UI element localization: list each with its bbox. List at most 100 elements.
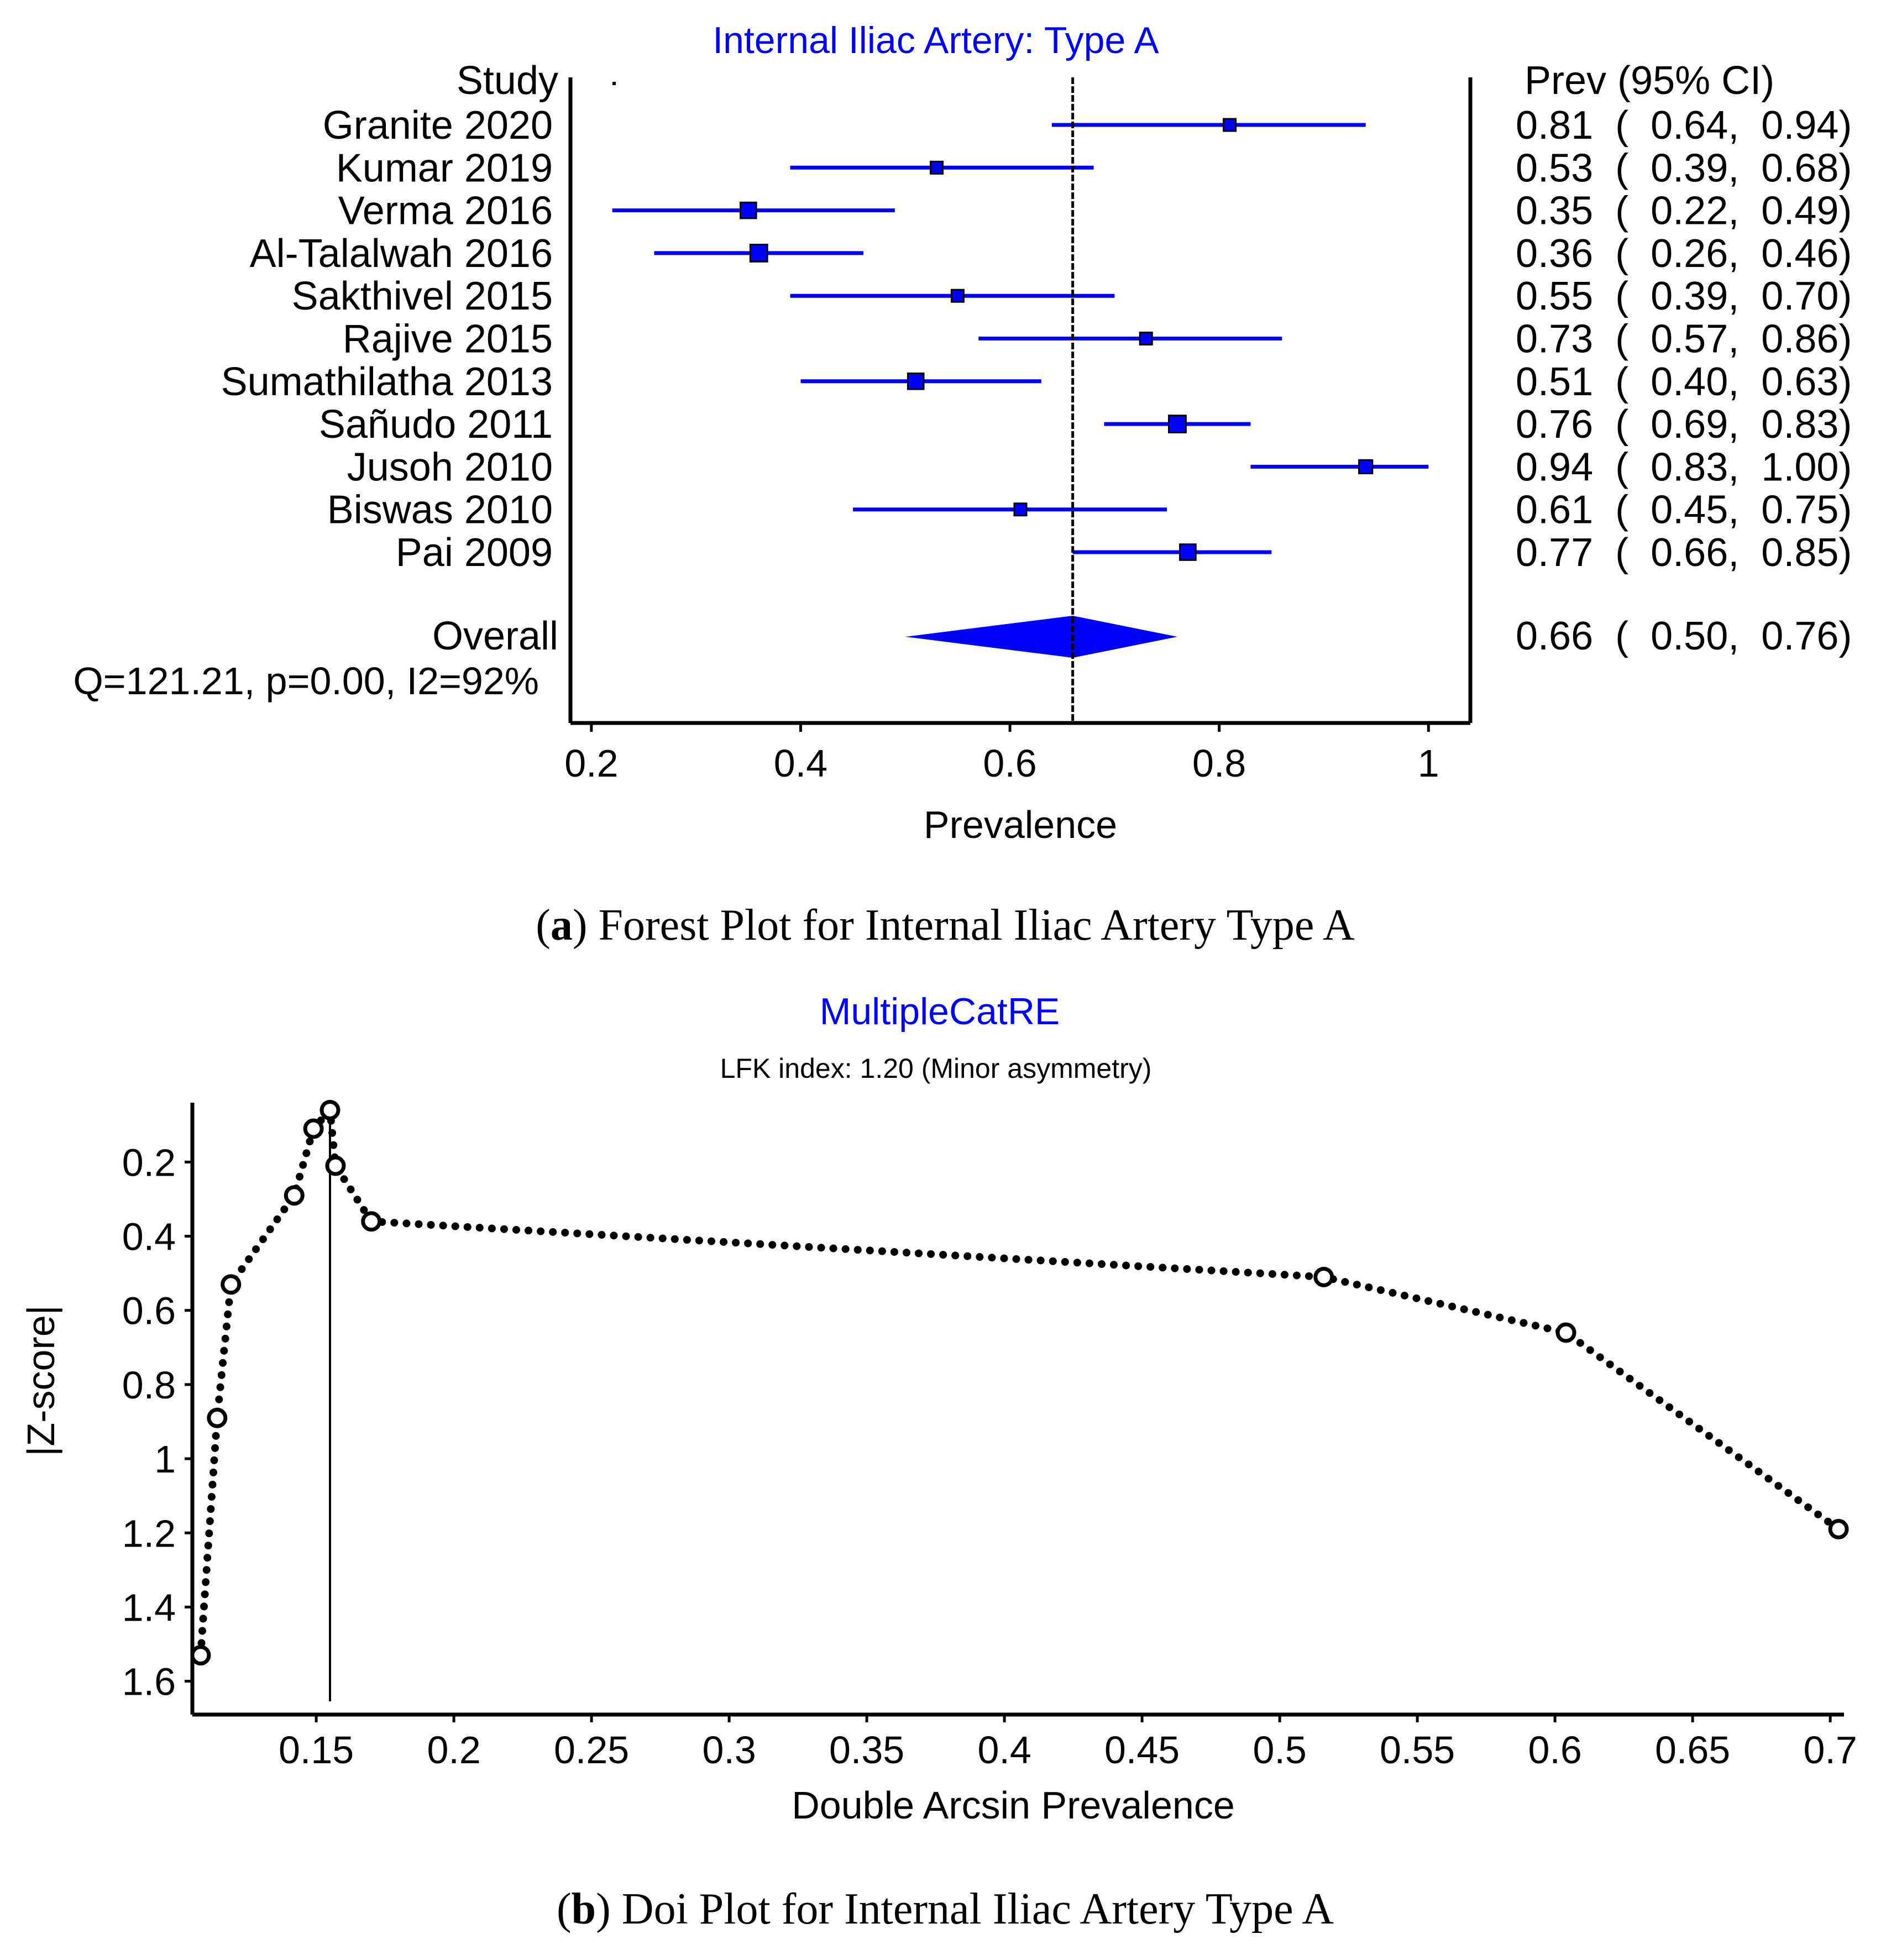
study-ci-text: 0.94 ( 0.83, 1.00) [1516,445,1852,489]
study-point-marker [1013,502,1028,517]
doi-y-tick-label: 1.6 [122,1660,176,1704]
study-name: Biswas 2010 [327,488,553,532]
study-ci-text: 0.73 ( 0.57, 0.86) [1516,317,1852,361]
doi-x-axis-label: Double Arcsin Prevalence [792,1784,1235,1827]
study-row: Granite 2020 0.81 ( 0.64, 0.94) [323,103,1852,148]
forest-x-tick-label: 0.2 [564,742,618,785]
doi-point-marker [325,1155,346,1176]
study-row: Biswas 2010 0.61 ( 0.45, 0.75) [327,488,1852,532]
doi-y-tick-label: 1 [154,1438,176,1481]
overall-ci-text: 0.66 ( 0.50, 0.76) [1516,614,1852,658]
study-point-marker [1168,415,1187,434]
doi-title: MultipleCatRE [820,991,1060,1033]
caption-b: (b) Doi Plot for Internal Iliac Artery T… [557,1885,1334,1933]
lfk-subtitle: LFK index: 1.20 (Minor asymmetry) [720,1053,1152,1084]
doi-point-marker [319,1099,341,1120]
doi-y-tick-label: 1.2 [122,1512,176,1555]
study-row: Sumathilatha 2013 0.51 ( 0.40, 0.63) [221,360,1852,404]
doi-point-marker [1555,1322,1576,1343]
study-ci-text: 0.76 ( 0.69, 0.83) [1516,402,1852,447]
doi-x-tick-label: 0.45 [1104,1728,1180,1772]
study-name: Rajive 2015 [343,317,553,361]
doi-point-marker [361,1211,382,1232]
study-ci-text: 0.51 ( 0.40, 0.63) [1516,360,1852,404]
doi-x-tick-label: 0.7 [1803,1728,1857,1772]
doi-y-tick-label: 0.8 [122,1364,176,1407]
forest-x-tick-label: 0.6 [983,742,1036,785]
study-point-marker [1179,543,1197,561]
overall-label: Overall [432,614,558,658]
study-column-header: Study [457,59,558,103]
study-point-marker [1358,459,1374,474]
study-row: Pai 2009 0.77 ( 0.66, 0.85) [396,531,1852,575]
study-name: Sumathilatha 2013 [221,360,553,404]
heterogeneity-stats: Q=121.21, p=0.00, I2=92% [73,659,539,703]
doi-point-marker [1828,1519,1849,1540]
doi-x-tick-label: 0.55 [1380,1728,1455,1772]
doi-y-tick-label: 0.6 [122,1290,176,1333]
study-name: Jusoh 2010 [347,445,553,489]
forest-x-tick-label: 1 [1418,742,1439,785]
doi-dotted-line [196,1100,1843,1659]
study-row: Sakthivel 2015 0.55 ( 0.39, 0.70) [292,274,1852,318]
forest-x-tick-label: 0.8 [1192,742,1246,785]
ci-column-header: Prev (95% CI) [1525,59,1774,103]
study-ci-text: 0.81 ( 0.64, 0.94) [1516,103,1852,148]
study-point-marker [749,244,768,263]
study-ci-text: 0.53 ( 0.39, 0.68) [1516,146,1852,190]
doi-plot: MultipleCatRE LFK index: 1.20 (Minor asy… [19,991,1857,1933]
study-row: Rajive 2015 0.73 ( 0.57, 0.86) [343,317,1852,361]
study-name: Verma 2016 [338,189,553,233]
study-name: Granite 2020 [323,103,553,148]
study-ci-text: 0.61 ( 0.45, 0.75) [1516,488,1852,532]
study-row: Verma 2016 0.35 ( 0.22, 0.49) [338,189,1852,233]
study-name: Sañudo 2011 [319,402,553,447]
doi-x-tick-label: 0.5 [1253,1728,1306,1772]
doi-point-marker [284,1185,305,1206]
study-point-marker [1139,332,1153,345]
doi-y-axis-label: |Z-score| [19,1305,62,1456]
forest-title: Internal Iliac Artery: Type A [713,19,1159,61]
study-ci-text: 0.77 ( 0.66, 0.85) [1516,531,1852,575]
caption-b-letter: b [572,1885,596,1933]
study-point-marker [1223,118,1237,132]
study-name: Pai 2009 [396,531,553,575]
doi-y-tick-label: 0.4 [122,1215,176,1259]
study-point-marker [907,373,925,390]
doi-point-marker [1313,1266,1334,1287]
study-name: Kumar 2019 [336,146,553,190]
study-ci-text: 0.55 ( 0.39, 0.70) [1516,274,1852,318]
study-row: Sañudo 2011 0.76 ( 0.69, 0.83) [319,402,1852,447]
doi-point-marker [207,1407,228,1428]
doi-x-tick-label: 0.6 [1528,1728,1581,1772]
forest-corner-dot [612,82,616,85]
caption-b-text: Doi Plot for Internal Iliac Artery Type … [622,1885,1334,1933]
doi-point-marker [221,1274,242,1295]
forest-plot: Internal Iliac Artery: Type A Study Prev… [73,19,1852,950]
doi-point-marker [190,1645,211,1666]
doi-y-tick-label: 0.2 [122,1141,176,1184]
study-row: Kumar 2019 0.53 ( 0.39, 0.68) [336,146,1852,190]
study-row: Jusoh 2010 0.94 ( 0.83, 1.00) [347,445,1852,489]
forest-x-tick-label: 0.4 [774,742,827,785]
study-ci-text: 0.35 ( 0.22, 0.49) [1516,189,1852,233]
study-ci-text: 0.36 ( 0.26, 0.46) [1516,232,1852,276]
caption-a-text: Forest Plot for Internal Iliac Artery Ty… [599,901,1355,950]
caption-a-letter: a [551,901,573,950]
doi-x-tick-label: 0.15 [279,1728,354,1772]
doi-point-marker [303,1118,324,1139]
study-name: Al-Talalwah 2016 [250,232,553,276]
study-point-marker [930,160,944,175]
doi-x-tick-label: 0.25 [554,1728,629,1772]
study-row: Al-Talalwah 2016 0.36 ( 0.26, 0.46) [250,232,1852,276]
doi-y-tick-label: 1.4 [122,1586,176,1629]
doi-x-tick-label: 0.3 [702,1728,756,1772]
study-point-marker [950,289,965,303]
study-name: Sakthivel 2015 [292,274,553,318]
study-point-marker [740,201,757,219]
caption-a: (a) Forest Plot for Internal Iliac Arter… [536,901,1355,950]
overall-diamond [905,616,1177,658]
doi-x-tick-label: 0.2 [427,1728,480,1772]
forest-x-axis-label: Prevalence [924,803,1117,846]
